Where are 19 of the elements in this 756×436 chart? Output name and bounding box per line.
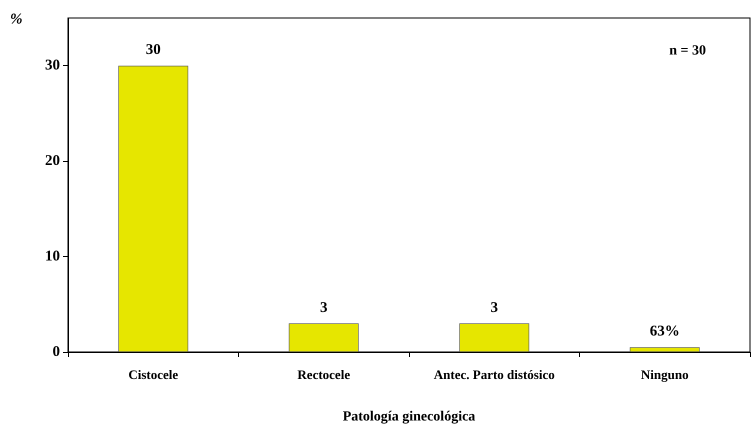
y-tick-label: 30	[45, 58, 60, 74]
y-tick-label: 20	[45, 153, 60, 170]
data-label: 3	[490, 300, 498, 316]
data-label: 30	[146, 42, 161, 58]
x-tick-label: Ninguno	[640, 367, 689, 382]
y-tick-label: 0	[52, 344, 60, 360]
bar	[288, 323, 359, 352]
x-tick-label: Cistocele	[128, 367, 178, 382]
annotation: 63%	[650, 324, 680, 340]
data-label: 3	[320, 300, 328, 316]
bar	[118, 66, 188, 352]
bar	[459, 323, 530, 352]
x-tick-label: Rectocele	[297, 367, 350, 382]
y-tick-label: 10	[45, 248, 60, 265]
x-tick-label: Antec. Parto distósico	[434, 367, 555, 382]
x-axis-title: Patología ginecológica	[342, 410, 476, 424]
annotation: n = 30	[669, 44, 706, 58]
y-axis-title: %	[10, 12, 22, 28]
bar	[630, 347, 700, 352]
